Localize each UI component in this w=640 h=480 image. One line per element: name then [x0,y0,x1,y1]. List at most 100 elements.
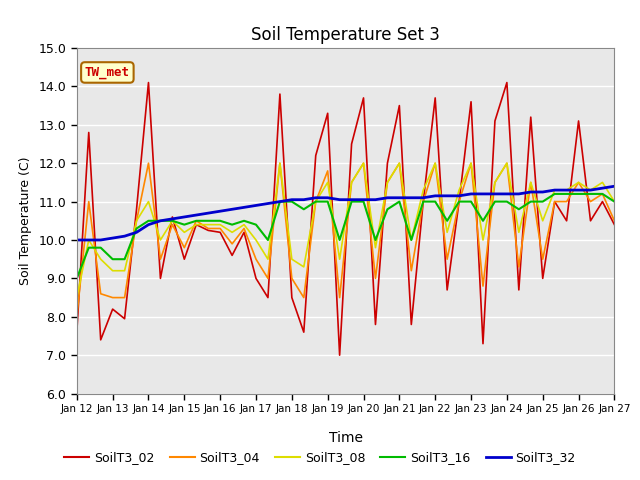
SoilT3_08 [587,187,595,193]
SoilT3_16 [73,276,81,281]
SoilT3_08 [73,295,81,300]
SoilT3_32 [204,210,212,216]
SoilT3_32 [491,191,499,197]
SoilT3_02 [419,199,427,204]
SoilT3_02 [551,199,559,204]
SoilT3_32 [168,216,176,222]
SoilT3_16 [467,199,475,204]
SoilT3_02 [515,287,523,293]
SoilT3_32 [276,199,284,204]
SoilT3_04 [431,160,439,166]
SoilT3_16 [491,199,499,204]
SoilT3_08 [300,264,308,270]
SoilT3_32 [431,193,439,199]
SoilT3_02 [503,80,511,85]
SoilT3_02 [264,295,272,300]
SoilT3_08 [312,199,319,204]
SoilT3_08 [408,237,415,243]
SoilT3_04 [444,256,451,262]
SoilT3_08 [467,160,475,166]
SoilT3_02 [611,222,618,228]
SoilT3_16 [288,199,296,204]
SoilT3_16 [204,218,212,224]
SoilT3_04 [396,160,403,166]
SoilT3_04 [503,160,511,166]
SoilT3_02 [360,95,367,101]
SoilT3_02 [228,252,236,258]
SoilT3_08 [324,180,332,185]
SoilT3_02 [240,229,248,235]
SoilT3_02 [479,341,487,347]
SoilT3_02 [109,306,116,312]
SoilT3_04 [168,222,176,228]
SoilT3_08 [563,187,570,193]
SoilT3_04 [575,180,582,185]
SoilT3_32 [336,197,344,203]
Line: SoilT3_16: SoilT3_16 [77,194,614,278]
SoilT3_32 [216,208,224,214]
SoilT3_16 [157,218,164,224]
SoilT3_02 [444,287,451,293]
SoilT3_04 [216,226,224,231]
SoilT3_08 [372,245,380,251]
SoilT3_02 [383,160,391,166]
SoilT3_08 [85,237,93,243]
SoilT3_08 [276,160,284,166]
SoilT3_04 [193,218,200,224]
SoilT3_32 [109,235,116,241]
SoilT3_32 [598,185,606,191]
SoilT3_04 [145,160,152,166]
X-axis label: Time: Time [328,431,363,444]
SoilT3_04 [288,276,296,281]
SoilT3_02 [598,199,606,204]
SoilT3_02 [157,276,164,281]
SoilT3_04 [324,168,332,174]
SoilT3_16 [240,218,248,224]
SoilT3_16 [348,199,355,204]
SoilT3_16 [228,222,236,228]
SoilT3_32 [348,197,355,203]
SoilT3_32 [145,222,152,228]
SoilT3_08 [383,180,391,185]
SoilT3_08 [348,180,355,185]
SoilT3_32 [419,195,427,201]
SoilT3_08 [575,180,582,185]
SoilT3_08 [431,160,439,166]
SoilT3_32 [408,195,415,201]
SoilT3_02 [408,322,415,327]
SoilT3_02 [85,130,93,135]
SoilT3_08 [252,237,260,243]
SoilT3_08 [180,229,188,235]
SoilT3_04 [383,180,391,185]
SoilT3_04 [551,199,559,204]
SoilT3_04 [121,295,129,300]
SoilT3_02 [336,352,344,358]
SoilT3_32 [611,183,618,189]
SoilT3_16 [132,226,140,231]
SoilT3_08 [132,218,140,224]
SoilT3_04 [527,180,534,185]
SoilT3_32 [85,237,93,243]
SoilT3_16 [85,245,93,251]
SoilT3_04 [563,199,570,204]
SoilT3_32 [563,187,570,193]
SoilT3_04 [539,256,547,262]
SoilT3_16 [551,191,559,197]
SoilT3_08 [97,256,104,262]
SoilT3_04 [252,256,260,262]
SoilT3_08 [598,180,606,185]
SoilT3_08 [360,160,367,166]
SoilT3_32 [360,197,367,203]
SoilT3_16 [455,199,463,204]
SoilT3_02 [97,337,104,343]
SoilT3_08 [444,229,451,235]
SoilT3_32 [312,195,319,201]
SoilT3_32 [157,218,164,224]
SoilT3_32 [515,191,523,197]
SoilT3_04 [515,264,523,270]
SoilT3_08 [193,222,200,228]
SoilT3_04 [180,245,188,251]
SoilT3_08 [204,222,212,228]
SoilT3_04 [132,218,140,224]
SoilT3_32 [455,193,463,199]
